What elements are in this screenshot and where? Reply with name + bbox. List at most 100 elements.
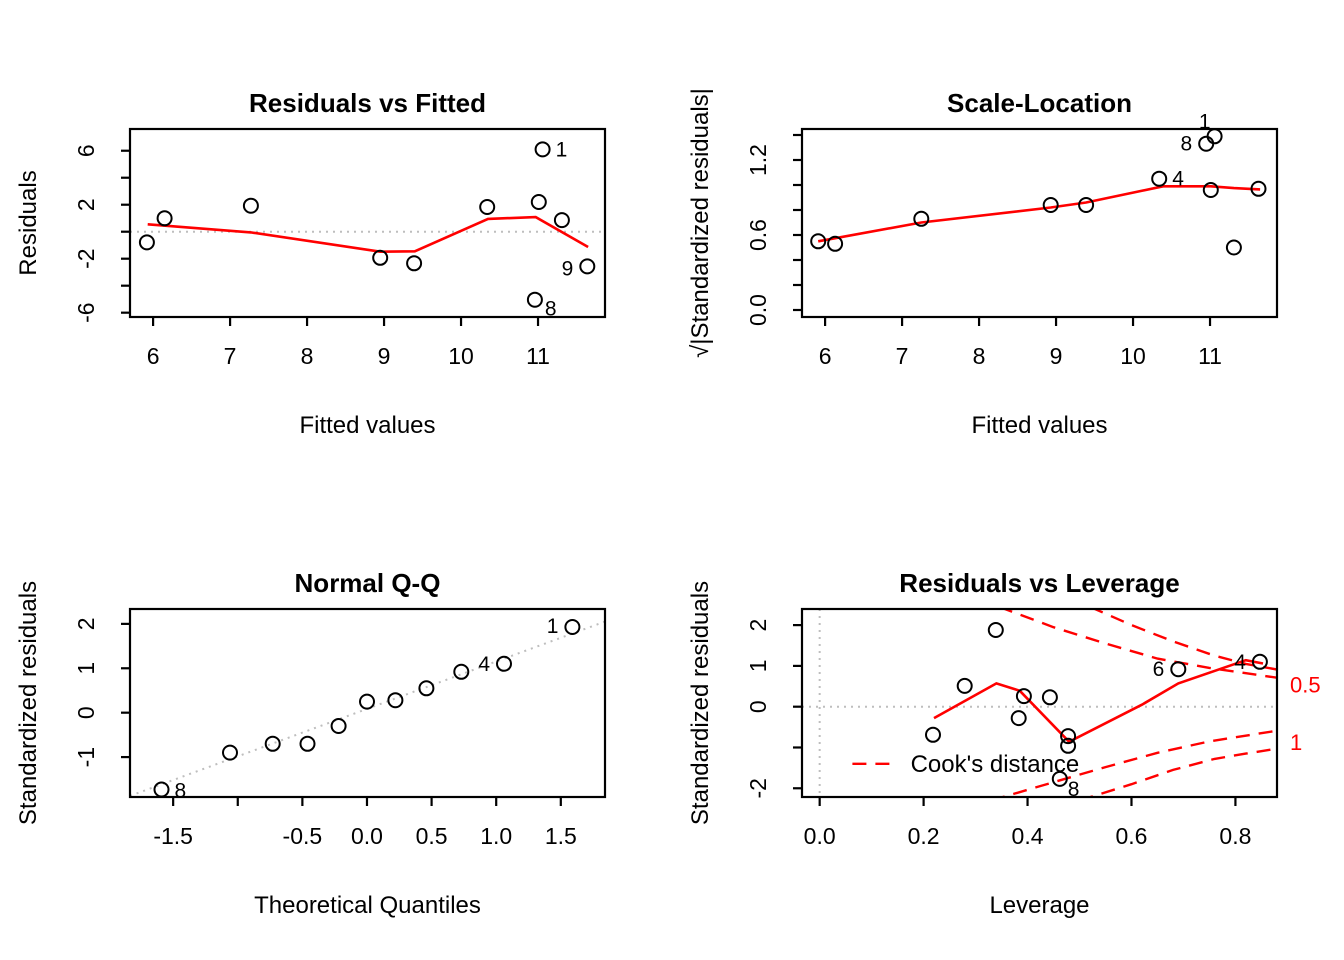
data-point xyxy=(406,255,423,272)
point-label: 1 xyxy=(1199,110,1211,133)
panel-residuals-vs-leverage: 0.0 0.2 0.4 0.6 0.8 -2 0 1 2 Residuals vs Leverag… xyxy=(687,568,1321,919)
x-tick-label: 8 xyxy=(973,343,986,369)
data-point xyxy=(359,693,375,710)
data-point xyxy=(1206,128,1223,145)
data-point xyxy=(1041,689,1058,706)
y-axis-label: Standardized residuals xyxy=(15,581,42,825)
x-tick-label: 7 xyxy=(896,343,909,369)
x-axis-label: Theoretical Quantiles xyxy=(254,892,481,919)
x-tick-label: 9 xyxy=(1050,343,1063,369)
cook-contour-1-upper xyxy=(1091,609,1277,671)
x-tick-label: 0.2 xyxy=(908,823,940,849)
y-tick-label: 2 xyxy=(73,617,99,630)
cook-contour-0.5-lower xyxy=(998,729,1277,797)
plot-box xyxy=(800,607,1279,799)
data-point xyxy=(418,680,435,697)
x-tick-label: 0.0 xyxy=(351,823,383,849)
x-tick-label: -1.5 xyxy=(153,823,193,849)
cook-contour-1-lower xyxy=(1086,747,1277,797)
y-tick-label: 0 xyxy=(73,706,99,719)
x-tick-label: 6 xyxy=(147,343,160,369)
data-point xyxy=(553,212,570,229)
data-point xyxy=(810,233,827,250)
x-tick-label: 0.5 xyxy=(416,823,448,849)
x-axis-label: Leverage xyxy=(989,892,1089,919)
data-point xyxy=(153,781,170,798)
point-label: 4 xyxy=(1172,168,1184,191)
data-point xyxy=(1010,710,1027,727)
data-point xyxy=(913,210,930,227)
point-label: 8 xyxy=(1068,778,1080,801)
y-tick-label: 0.0 xyxy=(745,294,771,326)
data-point xyxy=(1250,180,1267,197)
plot-lines-layer xyxy=(817,185,1261,243)
data-point xyxy=(1078,197,1095,213)
y-axis-label: Residuals xyxy=(15,170,42,275)
data-point xyxy=(956,677,973,694)
data-point xyxy=(1060,737,1077,754)
y-axis-label: Standardized residuals xyxy=(687,581,714,825)
x-tick-label: 1.5 xyxy=(545,823,577,849)
x-tick-label: 9 xyxy=(378,343,391,369)
y-tick-label: 0 xyxy=(745,700,771,713)
y-tick-label: 6 xyxy=(73,144,99,157)
x-tick-label: 7 xyxy=(224,343,237,369)
y-tick-label: -2 xyxy=(745,778,771,798)
data-point xyxy=(1198,135,1215,152)
point-label: 8 xyxy=(175,780,187,803)
point-label: 1 xyxy=(556,138,568,161)
smoother-line xyxy=(933,658,1264,744)
point-label: 9 xyxy=(562,257,574,280)
x-tick-label: -0.5 xyxy=(283,823,323,849)
cook-contour-label-0.5: 0.5 xyxy=(1290,672,1321,697)
data-point xyxy=(1060,728,1077,745)
data-point xyxy=(372,249,389,266)
x-tick-label: 0.0 xyxy=(804,823,836,849)
data-point xyxy=(1225,239,1242,256)
panel-title: Residuals vs Leverage xyxy=(899,568,1179,598)
data-point xyxy=(222,744,238,761)
y-tick-label: 2 xyxy=(73,198,99,211)
data-point xyxy=(156,210,173,227)
data-point xyxy=(987,622,1004,638)
point-label: 4 xyxy=(1234,651,1246,674)
plot-box xyxy=(128,607,607,799)
data-point xyxy=(1042,197,1059,213)
panel-normal-qq: -1.5 -0.5 0.0 0.5 1.0 1.5 -1 0 1 2 Normal Q-Q Theor… xyxy=(15,568,607,919)
data-point xyxy=(138,234,155,251)
x-tick-label: 8 xyxy=(301,343,314,369)
x-tick-label: 10 xyxy=(1120,343,1146,369)
y-tick-label: 1.2 xyxy=(745,144,771,176)
data-point xyxy=(534,141,551,158)
plot-lines-layer xyxy=(130,215,605,254)
panel-title: Scale-Location xyxy=(947,88,1132,118)
data-point xyxy=(299,735,316,752)
panel-scale-location: 6 7 8 9 10 11 0.0 0.6 1.2 Scale-Location Fitted va… xyxy=(687,88,1279,439)
y-axis-label: √|Standardized residuals| xyxy=(687,88,714,358)
data-point xyxy=(264,735,281,752)
data-point xyxy=(526,291,543,308)
point-label: 8 xyxy=(1181,133,1193,156)
data-point xyxy=(387,692,404,709)
panel-title: Normal Q-Q xyxy=(295,568,441,598)
plot-lines-layer xyxy=(802,609,1277,797)
y-tick-label: 2 xyxy=(745,619,771,632)
y-tick-label: 0.6 xyxy=(745,219,771,251)
y-tick-label: -1 xyxy=(73,747,99,767)
plot-box xyxy=(800,127,1279,319)
x-tick-label: 0.4 xyxy=(1012,823,1044,849)
data-point xyxy=(579,258,596,275)
x-tick-label: 11 xyxy=(526,343,550,369)
y-tick-label: -6 xyxy=(73,302,99,322)
data-point xyxy=(827,235,844,252)
cooks-distance-legend-label: Cook's distance xyxy=(911,751,1080,778)
x-axis-label: Fitted values xyxy=(299,412,435,439)
point-label: 8 xyxy=(545,298,557,321)
panel-title: Residuals vs Fitted xyxy=(249,88,486,118)
plot-box xyxy=(128,127,607,319)
x-tick-label: 11 xyxy=(1198,343,1222,369)
x-tick-label: 6 xyxy=(819,343,832,369)
data-point xyxy=(479,199,496,215)
